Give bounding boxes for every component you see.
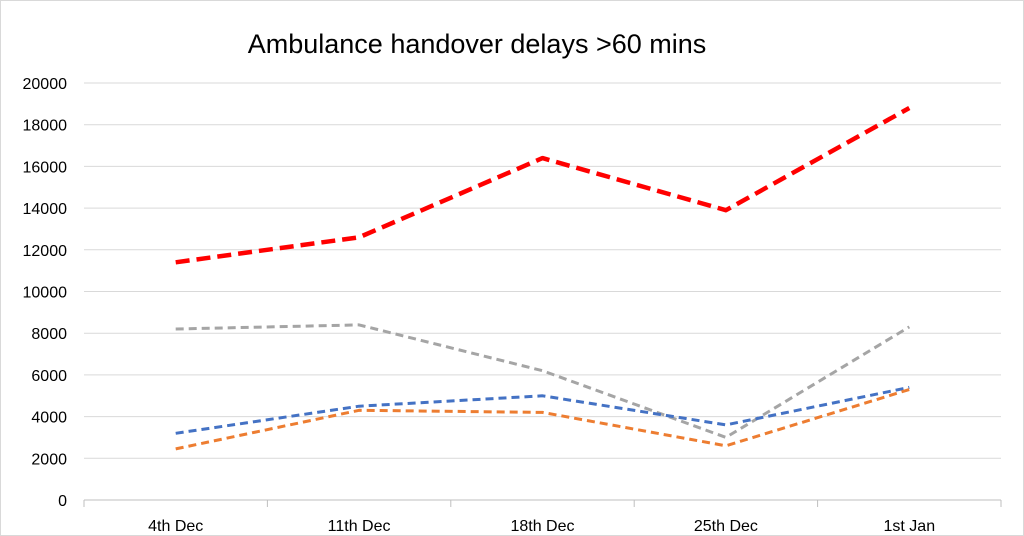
y-axis-ticks: 0 2000 4000 6000 8000 10000 12000 14000 16000 180… xyxy=(23,76,68,510)
y-tick-label: 4000 xyxy=(31,410,67,427)
y-tick-label: 2000 xyxy=(31,451,67,468)
y-tick-label: 12000 xyxy=(23,243,68,260)
x-tick-label: 18th Dec xyxy=(510,518,574,535)
y-tick-label: 16000 xyxy=(23,159,68,176)
series-line-3 xyxy=(175,385,910,435)
y-tick-label: 8000 xyxy=(31,326,67,343)
y-tick-label: 0 xyxy=(58,493,67,510)
y-tick-label: 14000 xyxy=(23,201,68,218)
y-tick-label: 6000 xyxy=(31,368,67,385)
chart-title: Ambulance handover delays >60 mins xyxy=(247,29,707,59)
x-tick-label: 11th Dec xyxy=(328,518,391,535)
y-tick-label: 10000 xyxy=(23,285,68,302)
gridlines xyxy=(84,82,1001,459)
y-tick-label: 18000 xyxy=(23,118,68,135)
x-axis-ticks: 4th Dec 11th Dec 18th Dec 25th Dec 1st Jan xyxy=(148,518,935,535)
x-tick-label: 1st Jan xyxy=(884,518,936,535)
y-tick-label: 20000 xyxy=(23,76,68,93)
series-lines xyxy=(175,106,911,451)
series-line-2 xyxy=(175,323,911,439)
x-tick-label: 4th Dec xyxy=(148,518,203,535)
series-line-4 xyxy=(175,388,910,451)
x-axis xyxy=(83,499,1002,507)
series-line-1 xyxy=(175,106,911,265)
x-tick-label: 25th Dec xyxy=(694,518,758,535)
